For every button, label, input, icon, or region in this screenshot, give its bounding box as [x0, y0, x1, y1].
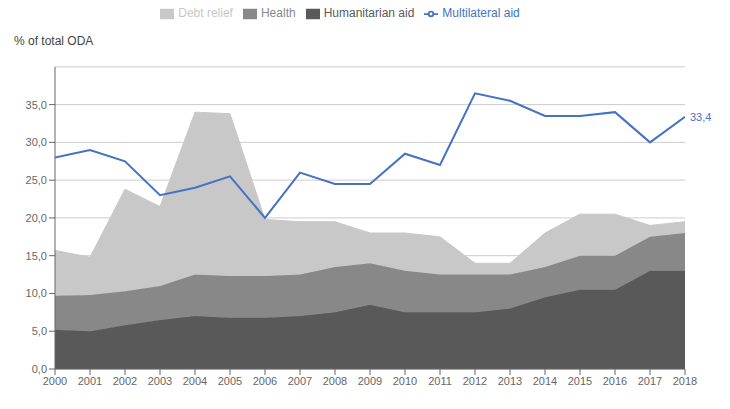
- svg-text:2001: 2001: [78, 375, 102, 387]
- svg-text:2002: 2002: [113, 375, 137, 387]
- svg-text:2018: 2018: [673, 375, 697, 387]
- svg-text:30,0: 30,0: [26, 136, 47, 148]
- svg-text:2004: 2004: [183, 375, 207, 387]
- svg-text:2014: 2014: [533, 375, 557, 387]
- svg-text:35,0: 35,0: [26, 99, 47, 111]
- svg-text:2011: 2011: [428, 375, 452, 387]
- svg-text:10,0: 10,0: [26, 287, 47, 299]
- svg-text:2007: 2007: [288, 375, 312, 387]
- svg-text:33,4: 33,4: [690, 111, 711, 123]
- svg-text:2003: 2003: [148, 375, 172, 387]
- svg-text:2006: 2006: [253, 375, 277, 387]
- svg-text:20,0: 20,0: [26, 212, 47, 224]
- html-text:Debt relief: Debt relief: [178, 6, 233, 20]
- svg-text:2010: 2010: [393, 375, 417, 387]
- svg-text:5,0: 5,0: [32, 325, 47, 337]
- svg-text:0,0: 0,0: [32, 363, 47, 375]
- svg-text:2017: 2017: [638, 375, 662, 387]
- svg-text:2005: 2005: [218, 375, 242, 387]
- svg-text:2012: 2012: [463, 375, 487, 387]
- svg-text:2008: 2008: [323, 375, 347, 387]
- html-text:% of total ODA: % of total ODA: [14, 34, 94, 48]
- svg-text:2015: 2015: [568, 375, 592, 387]
- svg-text:15,0: 15,0: [26, 250, 47, 262]
- html-text:Health: Health: [261, 6, 296, 20]
- svg-text:2016: 2016: [603, 375, 627, 387]
- html-text:Humanitarian aid: Humanitarian aid: [323, 6, 415, 20]
- svg-text:2013: 2013: [498, 375, 522, 387]
- svg-text:2009: 2009: [358, 375, 382, 387]
- html-text:Multilateral aid: Multilateral aid: [442, 6, 520, 20]
- svg-text:2000: 2000: [43, 375, 67, 387]
- svg-text:25,0: 25,0: [26, 174, 47, 186]
